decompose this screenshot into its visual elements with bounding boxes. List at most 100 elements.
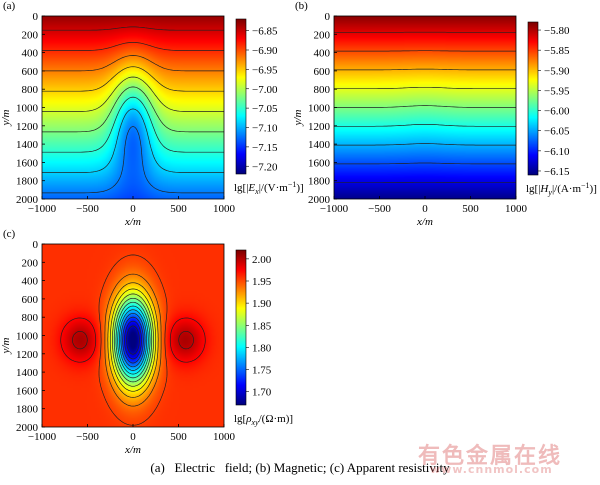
colorbar-label: lg[ρxy/(Ω·m)] — [234, 413, 293, 427]
y-tick-label: 0 — [33, 239, 39, 251]
y-axis-label: y/m — [0, 338, 12, 355]
contour-lines — [42, 26, 224, 194]
y-tick-label: 600 — [22, 66, 39, 78]
panel-a: (a) 0 200 400 600 800 1000 1200 1400 1600 1800 2000… — [0, 0, 304, 228]
colorbar-label: lg[|Hy|/(A·m−1)] — [526, 181, 597, 197]
x-tick-label: −1000 — [28, 431, 57, 443]
colorbar-tick-label: −6.95 — [252, 64, 278, 76]
watermark-url: www.cnnmol.com — [430, 463, 553, 476]
y-tick-label: 400 — [314, 48, 331, 60]
y-tick-label: 1400 — [308, 139, 331, 151]
x-tick-label: 0 — [130, 431, 136, 443]
x-tick-label: −1000 — [320, 203, 349, 215]
x-tick-label: −500 — [76, 203, 99, 215]
x-axis-label: x/m — [416, 216, 433, 228]
colorbar-tick-label: −6.85 — [252, 26, 278, 38]
y-tick-label: 400 — [22, 48, 39, 60]
panel-label: (b) — [295, 0, 308, 12]
colorbar-tick-label: −6.90 — [252, 45, 278, 57]
contour-lines — [60, 254, 206, 426]
y-tick-label: 1400 — [16, 139, 39, 151]
panel-label: (c) — [3, 228, 16, 240]
colorbar-tick-label: −6.10 — [544, 146, 570, 158]
y-tick-label: 2000 — [16, 422, 39, 434]
panel-c: (c) 0 200 400 600 800 1000 1200 1400 1600 1800 2000… — [0, 228, 293, 456]
colorbar-tick-label: −5.95 — [544, 85, 570, 97]
y-tick-label: 1000 — [16, 103, 39, 115]
colorbar-frame — [527, 21, 539, 176]
panel-b: (b) 0 200 400 600 800 1000 1200 1400 1600 1800 2000… — [292, 0, 597, 228]
colorbar-tick-label: −5.85 — [544, 45, 570, 57]
y-tick-label: 0 — [33, 11, 39, 23]
y-tick-label: 1000 — [308, 103, 331, 115]
x-tick-label: −500 — [368, 203, 391, 215]
colorbar-tick-label: −6.15 — [544, 166, 570, 178]
y-axis-label: y/m — [292, 110, 304, 127]
y-tick-label: 1200 — [16, 121, 39, 133]
y-tick-label: 1800 — [308, 176, 331, 188]
y-tick-label: 1200 — [16, 349, 39, 361]
colorbar-tick-label: 2.00 — [252, 254, 272, 266]
y-tick-label: 1600 — [308, 157, 331, 169]
x-axis-label: x/m — [124, 444, 141, 456]
x-tick-label: −1000 — [28, 203, 57, 215]
y-tick-label: 1800 — [16, 176, 39, 188]
colorbar — [528, 22, 538, 175]
colorbar-frame — [235, 249, 247, 406]
y-tick-label: 0 — [325, 11, 331, 23]
y-tick-label: 200 — [22, 29, 39, 41]
x-tick-label: 1000 — [213, 431, 236, 443]
y-tick-label: 800 — [22, 312, 39, 324]
colorbar-tick-label: −7.05 — [252, 103, 278, 115]
x-tick-label: 500 — [170, 203, 187, 215]
y-tick-label: 600 — [314, 66, 331, 78]
x-tick-label: 500 — [170, 431, 187, 443]
x-tick-label: 0 — [130, 203, 136, 215]
y-tick-label: 800 — [22, 84, 39, 96]
y-tick-label: 1600 — [16, 385, 39, 397]
colorbar-tick-label: 1.85 — [252, 320, 272, 332]
colorbar-tick-label: −6.05 — [544, 126, 570, 138]
colorbar-tick-label: −7.00 — [252, 84, 278, 96]
colorbar-tick-label: −5.80 — [544, 25, 570, 37]
colorbar-tick-label: −6.00 — [544, 106, 570, 118]
y-tick-label: 400 — [22, 276, 39, 288]
colorbar-label: lg[|Ex|/(V·m−1)] — [234, 180, 304, 196]
colorbar-tick-label: −5.90 — [544, 65, 570, 77]
panel-label: (a) — [3, 0, 16, 12]
y-tick-label: 800 — [314, 84, 331, 96]
colorbar-tick-label: 1.95 — [252, 276, 272, 288]
y-tick-label: 1000 — [16, 331, 39, 343]
watermark-logo: 有色金属在线 — [418, 444, 563, 469]
y-tick-label: 2000 — [16, 194, 39, 206]
figure-caption: (a) Electric field; (b) Magnetic; (c) Ap… — [150, 460, 450, 475]
colorbar-tick-label: 1.80 — [252, 342, 272, 354]
x-tick-label: 1000 — [213, 203, 236, 215]
contour-lines — [334, 31, 516, 184]
colorbar-tick-label: 1.90 — [252, 298, 272, 310]
colorbar-tick-label: −7.10 — [252, 123, 278, 135]
x-tick-label: 0 — [422, 203, 428, 215]
colorbar — [236, 19, 246, 174]
y-tick-label: 1200 — [308, 121, 331, 133]
y-tick-label: 1600 — [16, 157, 39, 169]
y-tick-label: 1400 — [16, 367, 39, 379]
heatmap-image — [42, 16, 224, 199]
x-tick-label: 500 — [462, 203, 479, 215]
colorbar-tick-label: −7.15 — [252, 142, 278, 154]
y-tick-label: 600 — [22, 294, 39, 306]
y-tick-label: 200 — [314, 29, 331, 41]
x-tick-label: −500 — [76, 431, 99, 443]
y-tick-label: 200 — [22, 257, 39, 269]
colorbar-tick-label: −7.20 — [252, 161, 278, 173]
x-tick-label: 1000 — [505, 203, 528, 215]
y-tick-label: 1800 — [16, 404, 39, 416]
colorbar-tick-label: 1.70 — [252, 387, 272, 399]
heatmap-image — [42, 244, 224, 427]
y-tick-label: 2000 — [308, 194, 331, 206]
colorbar-frame — [235, 18, 247, 175]
colorbar — [236, 250, 246, 405]
x-axis-label: x/m — [124, 216, 141, 228]
colorbar-tick-label: 1.75 — [252, 365, 272, 377]
